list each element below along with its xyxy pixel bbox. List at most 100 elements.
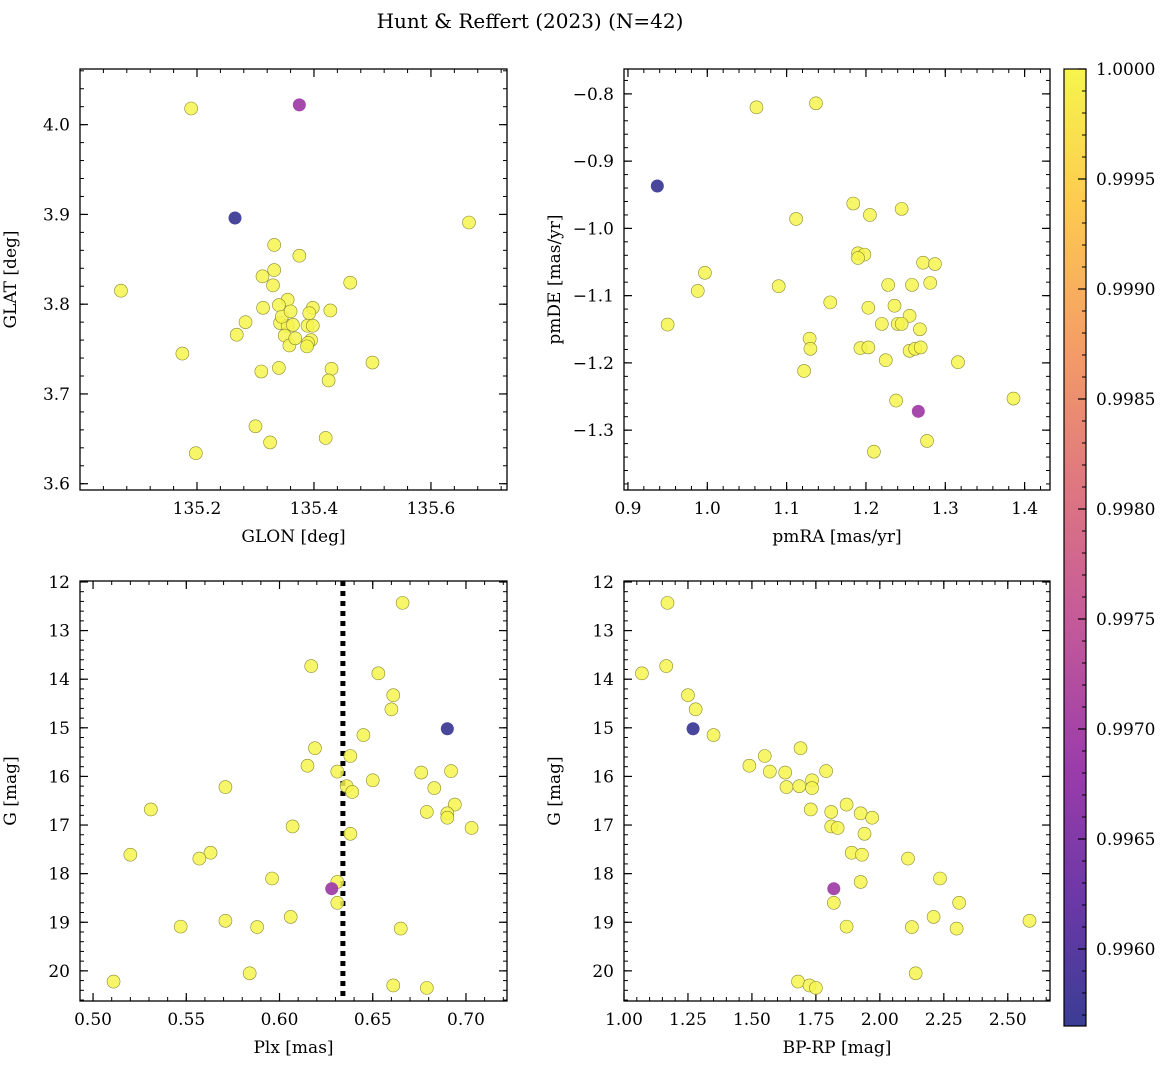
colorbar-tick-label: 0.9990 bbox=[1096, 280, 1155, 300]
x-axis-label: BP-RP [mag] bbox=[783, 1038, 892, 1058]
scatter-panel-3: 0.50 0.55 0.60 0.65 0.70 12 13 14 15 16 17 18 19 20 Pl… bbox=[1, 573, 508, 1058]
scatter-point bbox=[242, 966, 257, 981]
x-tick-label: 2.50 bbox=[989, 1010, 1027, 1030]
scatter-point bbox=[949, 921, 964, 936]
scatter-point bbox=[913, 322, 927, 337]
scatter-point bbox=[440, 722, 454, 736]
colorbar-gradient bbox=[1063, 68, 1087, 1027]
scatter-point bbox=[894, 202, 909, 216]
scatter-point bbox=[875, 317, 889, 331]
scatter-point bbox=[325, 882, 339, 896]
scatter-point bbox=[881, 278, 895, 292]
scatter-point bbox=[288, 331, 303, 346]
scatter-point bbox=[778, 765, 792, 780]
x-tick-label: 2.25 bbox=[925, 1010, 963, 1030]
y-axis-label: G [mag] bbox=[545, 756, 565, 825]
plot-area bbox=[80, 69, 507, 490]
scatter-point bbox=[286, 318, 300, 332]
scatter-point bbox=[865, 810, 879, 825]
scatter-point bbox=[395, 596, 410, 610]
scatter-point bbox=[173, 919, 188, 934]
scatter-point bbox=[285, 819, 300, 834]
scatter-point bbox=[302, 306, 317, 320]
scatter-point bbox=[393, 921, 408, 936]
scatter-point bbox=[189, 446, 203, 460]
scatter-point bbox=[229, 327, 244, 342]
scatter-point bbox=[827, 896, 841, 910]
scatter-point bbox=[175, 346, 190, 361]
scatter-point bbox=[861, 340, 876, 355]
colorbar-tick-label: 0.9975 bbox=[1096, 610, 1155, 630]
y-tick-label: −1.1 bbox=[573, 287, 614, 307]
scatter-point bbox=[771, 279, 786, 294]
x-tick-label: 135.6 bbox=[407, 499, 456, 519]
colorbar-tick-label: 0.9985 bbox=[1096, 390, 1155, 410]
scatter-point bbox=[686, 722, 700, 736]
colorbar-tick-label: 0.9970 bbox=[1096, 720, 1155, 740]
plot-area bbox=[624, 581, 1050, 1001]
colorbar-tick-label: 0.9965 bbox=[1096, 830, 1155, 850]
scatter-point bbox=[256, 300, 270, 315]
y-tick-label: −0.9 bbox=[573, 152, 614, 172]
scatter-point bbox=[420, 981, 434, 995]
scatter-point bbox=[952, 896, 966, 910]
scatter-point bbox=[321, 373, 336, 388]
scatter-point bbox=[444, 764, 458, 778]
scatter-point bbox=[809, 96, 823, 111]
scatter-point bbox=[267, 263, 281, 277]
scatter-point bbox=[659, 659, 674, 673]
scatter-point bbox=[420, 805, 434, 819]
scatter-point bbox=[330, 896, 345, 910]
scatter-point bbox=[218, 913, 233, 928]
scatter-point bbox=[861, 300, 876, 315]
scatter-point bbox=[905, 278, 919, 292]
scatter-point bbox=[853, 806, 868, 821]
scatter-point bbox=[218, 780, 233, 794]
scatter-point bbox=[330, 764, 345, 779]
scatter-point bbox=[192, 851, 207, 866]
y-tick-label: 20 bbox=[48, 962, 70, 982]
scatter-point bbox=[386, 688, 401, 703]
x-tick-label: 1.3 bbox=[932, 499, 959, 519]
scatter-point bbox=[690, 284, 705, 298]
x-tick-label: 1.25 bbox=[669, 1010, 707, 1030]
scatter-point bbox=[427, 781, 442, 795]
scatter-point bbox=[823, 295, 838, 310]
x-tick-label: 1.1 bbox=[773, 499, 800, 519]
scatter-point bbox=[688, 702, 703, 717]
scatter-point bbox=[911, 404, 925, 418]
scatter-point bbox=[114, 283, 128, 298]
scatter-point bbox=[254, 364, 269, 379]
scatter-point bbox=[292, 248, 307, 263]
x-tick-label: 1.00 bbox=[605, 1010, 643, 1030]
scatter-point bbox=[414, 765, 429, 780]
x-tick-label: 1.75 bbox=[797, 1010, 835, 1030]
scatter-point bbox=[901, 851, 915, 866]
scatter-point bbox=[464, 821, 479, 835]
scatter-point bbox=[803, 802, 818, 817]
scatter-point bbox=[913, 340, 928, 355]
y-tick-label: 13 bbox=[592, 622, 614, 642]
scatter-point bbox=[228, 211, 242, 225]
scatter-point bbox=[749, 100, 764, 115]
scatter-point bbox=[266, 278, 280, 293]
y-tick-label: 17 bbox=[48, 816, 70, 836]
scatter-point bbox=[267, 238, 281, 252]
scatter-point bbox=[255, 269, 270, 284]
scatter-point bbox=[928, 257, 942, 271]
scatter-panel-2: 0.9 1.0 1.1 1.2 1.3 1.4 −1.3 −1.2 −1.1 −1.0 −0.9 −0… bbox=[545, 68, 1051, 547]
scatter-point bbox=[248, 419, 263, 434]
x-tick-label: 1.2 bbox=[852, 499, 879, 519]
scatter-point bbox=[650, 179, 664, 193]
scatter-point bbox=[144, 802, 158, 817]
scatter-point bbox=[306, 318, 320, 333]
scatter-point bbox=[793, 741, 808, 756]
scatter-point bbox=[846, 196, 861, 211]
scatter-point bbox=[250, 920, 264, 934]
scatter-point bbox=[323, 303, 338, 318]
scatter-point bbox=[265, 871, 279, 886]
y-tick-label: 16 bbox=[592, 767, 614, 787]
scatter-point bbox=[343, 749, 358, 763]
y-axis-label: GLAT [deg] bbox=[1, 230, 21, 328]
x-tick-label: 0.50 bbox=[74, 1010, 112, 1030]
